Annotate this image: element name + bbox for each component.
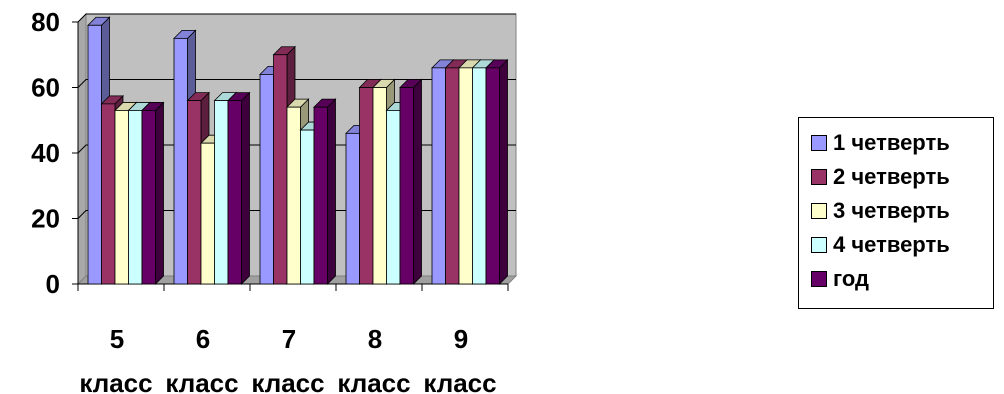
legend-swatch (811, 237, 827, 253)
bar (399, 87, 414, 285)
y-tick-label: 0 (46, 269, 60, 299)
bar (187, 100, 202, 285)
bar (359, 87, 374, 285)
bar (101, 103, 116, 285)
y-tick-label: 40 (31, 138, 60, 168)
x-category-number: 8 (368, 324, 382, 354)
bar (445, 67, 460, 285)
y-tick-label: 60 (31, 73, 60, 103)
legend-item: 3 четверть (811, 196, 950, 226)
bar (114, 110, 129, 285)
legend-label: год (833, 266, 869, 291)
x-category-word: класс (251, 368, 324, 394)
bar (141, 110, 156, 285)
bar (214, 100, 229, 285)
bar-side (499, 58, 508, 285)
bar (472, 67, 487, 285)
legend-label: 1 четверть (833, 130, 950, 155)
bar (372, 87, 387, 285)
legend: 1 четверть 2 четверть 3 четверть 4 четверть… (798, 117, 994, 309)
bar (173, 37, 188, 285)
x-category-number: 6 (196, 324, 210, 354)
y-tick-label: 20 (31, 204, 60, 234)
legend-item: 1 четверть (811, 128, 950, 158)
bar (128, 110, 143, 285)
x-category-word: класс (423, 368, 496, 394)
bar (300, 129, 315, 285)
gridline (77, 13, 516, 23)
bar (485, 67, 500, 285)
legend-item: 4 четверть (811, 230, 950, 260)
legend-swatch (811, 169, 827, 185)
bar (227, 100, 242, 285)
bar (386, 110, 401, 285)
x-category-word: класс (165, 368, 238, 394)
bar (87, 24, 102, 285)
legend-swatch (811, 203, 827, 219)
bar (259, 74, 274, 285)
legend-item: 2 четверть (811, 162, 950, 192)
y-tick-label: 80 (31, 7, 60, 37)
x-category-number: 7 (282, 324, 296, 354)
bar (273, 54, 288, 285)
x-category-word: класс (79, 368, 152, 394)
legend-label: 2 четверть (833, 164, 950, 189)
legend-label: 4 четверть (833, 232, 950, 257)
legend-swatch (811, 271, 827, 287)
bar (286, 106, 301, 285)
x-category-word: класс (337, 368, 410, 394)
bar (313, 106, 328, 285)
bar-side (241, 91, 250, 285)
x-category-number: 5 (110, 324, 124, 354)
bar (458, 67, 473, 285)
bar (200, 142, 215, 285)
bar-side (327, 98, 336, 285)
x-category-number: 9 (454, 324, 468, 354)
legend-item: год (811, 264, 869, 294)
bar-side (413, 78, 422, 285)
bar (345, 132, 360, 285)
bar (431, 67, 446, 285)
legend-label: 3 четверть (833, 198, 950, 223)
bar-side (155, 101, 164, 285)
legend-swatch (811, 135, 827, 151)
